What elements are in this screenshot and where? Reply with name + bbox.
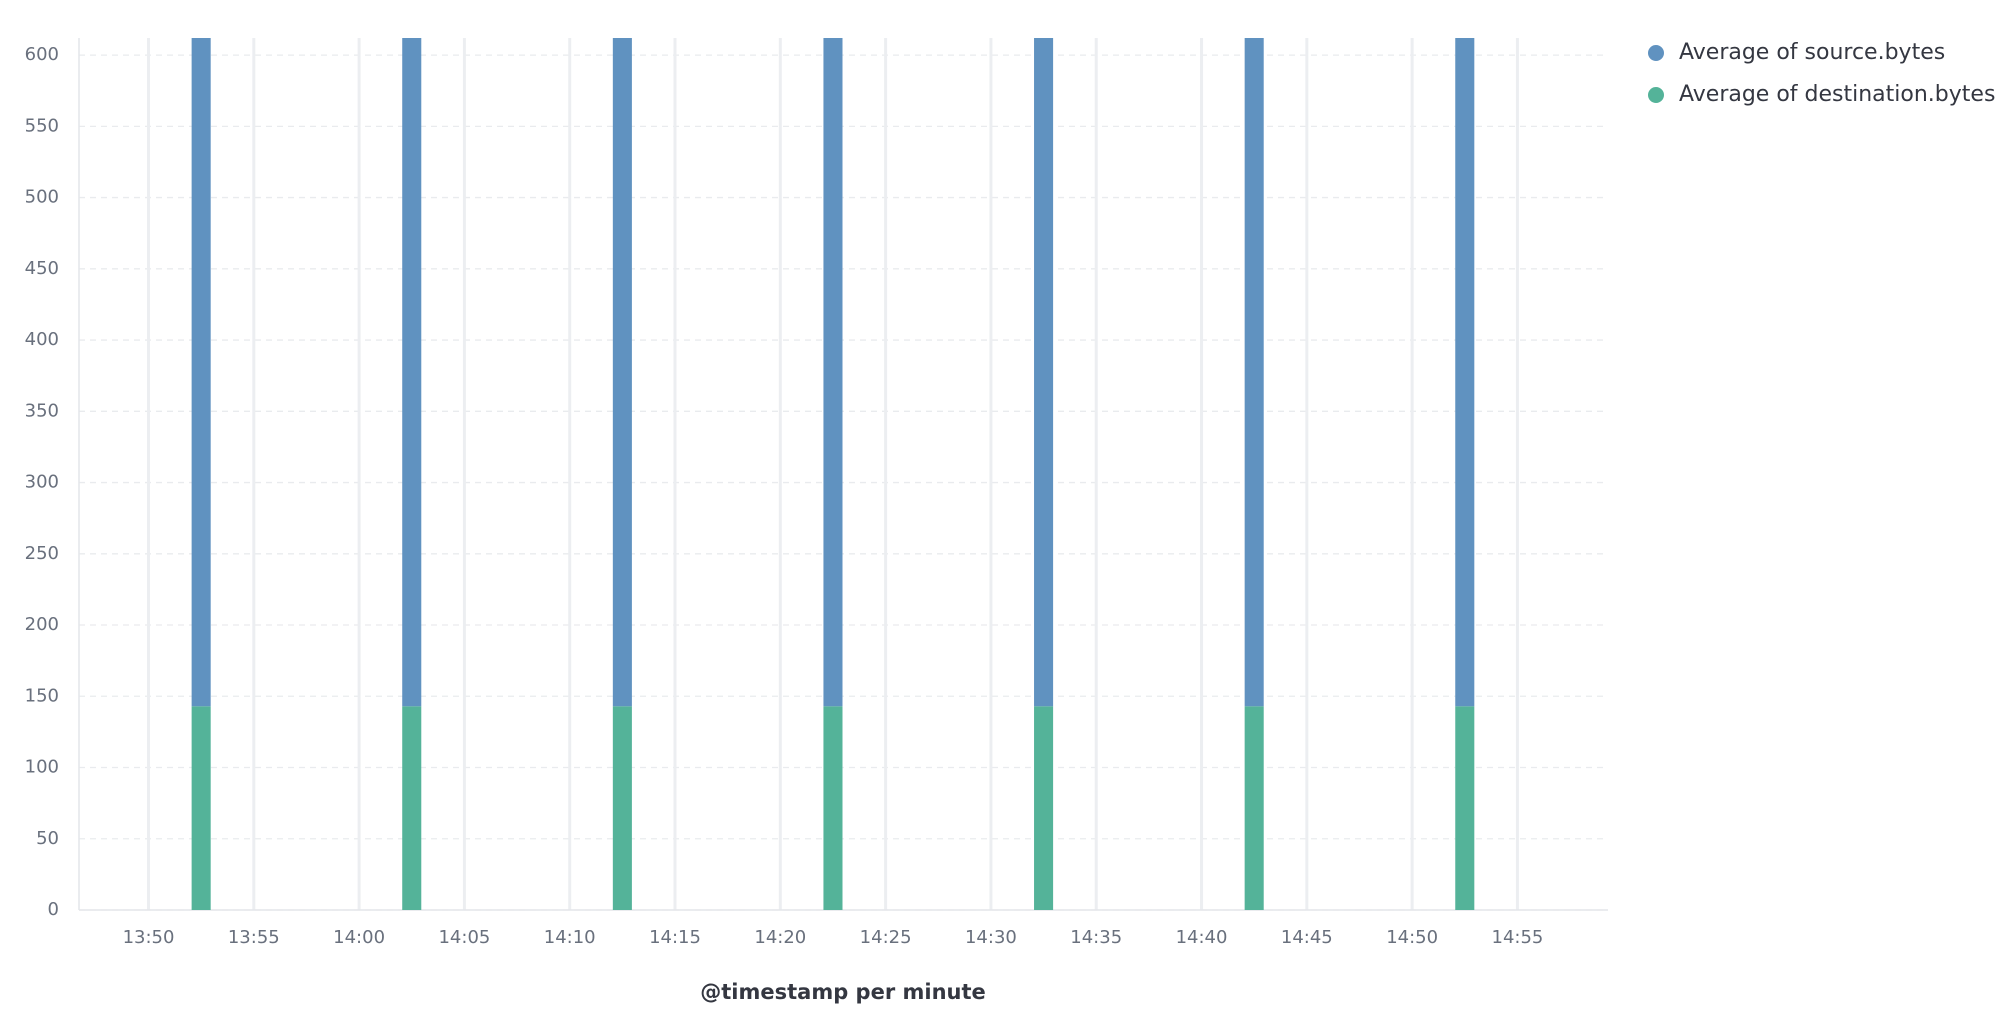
bar-segment: [191, 706, 211, 910]
y-tick-label: 200: [25, 614, 59, 635]
bar-segment: [191, 38, 211, 707]
legend-text: Average of source.bytes: [1679, 40, 1945, 65]
y-tick-label: 550: [25, 115, 59, 136]
x-tick-label: 14:05: [438, 927, 490, 948]
x-tick-label: 14:35: [1070, 927, 1122, 948]
x-tick-label: 14:25: [860, 927, 912, 948]
y-tick-label: 250: [25, 543, 59, 564]
bar-segment: [823, 38, 843, 707]
bar-segment: [1455, 38, 1475, 707]
bar-segment: [402, 38, 422, 707]
bar-segment: [1455, 706, 1475, 910]
bar-segment: [612, 706, 632, 910]
bar-segment: [823, 706, 843, 910]
y-tick-label: 500: [25, 187, 59, 208]
y-tick-label: 350: [25, 400, 59, 421]
x-tick-label: 14:15: [649, 927, 701, 948]
y-tick-label: 400: [25, 329, 59, 350]
x-tick-label: 13:55: [228, 927, 280, 948]
bar-segment: [1034, 706, 1054, 910]
x-tick-label: 14:10: [544, 927, 596, 948]
bar-segment: [1244, 38, 1264, 707]
x-tick-label: 14:40: [1176, 927, 1228, 948]
x-tick-label: 14:30: [965, 927, 1017, 948]
y-tick-label: 50: [36, 828, 59, 849]
y-tick-label: 450: [25, 258, 59, 279]
bar-segment: [402, 706, 422, 910]
bar-segment: [1034, 38, 1054, 707]
x-tick-label: 14:00: [333, 927, 385, 948]
x-tick-label: 14:20: [754, 927, 806, 948]
x-tick-label: 14:45: [1281, 927, 1333, 948]
bars: [191, 38, 1475, 910]
y-tick-label: 300: [25, 472, 59, 493]
x-tick-label: 14:55: [1492, 927, 1544, 948]
y-tick-label: 600: [25, 44, 59, 65]
legend-marker: [1648, 87, 1664, 103]
x-tick-label: 13:50: [123, 927, 175, 948]
y-tick-label: 100: [25, 757, 59, 778]
bar-segment: [612, 38, 632, 707]
legend-marker: [1648, 45, 1664, 61]
bar-segment: [1244, 706, 1264, 910]
x-tick-label: 14:50: [1386, 927, 1438, 948]
x-axis-title: @timestamp per minute: [700, 980, 986, 1004]
y-tick-label: 150: [25, 685, 59, 706]
y-tick-label: 0: [48, 899, 59, 920]
legend-text: Average of destination.bytes: [1679, 82, 1995, 107]
